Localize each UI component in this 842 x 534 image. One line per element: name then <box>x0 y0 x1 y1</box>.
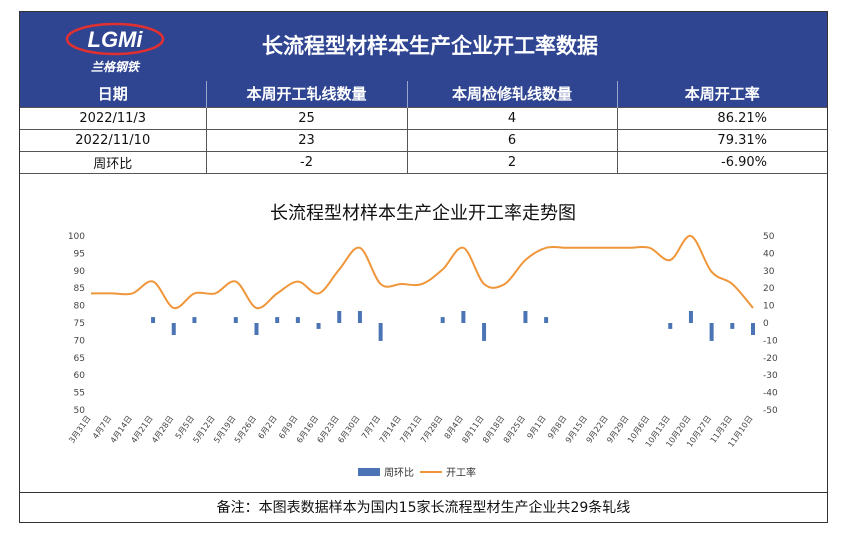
y-left-tick-label: 95 <box>74 249 85 259</box>
bar-mark <box>440 317 445 323</box>
report-frame: LGMi 兰格钢铁 长流程型材样本生产企业开工率数据 日期 本周开工轧线数量 本… <box>19 11 828 523</box>
y-right-tick-label: -50 <box>763 406 778 416</box>
bar-mark <box>461 310 466 323</box>
cell-maintenance-lines: 4 <box>406 106 618 130</box>
y-left-tick-label: 100 <box>68 232 85 242</box>
bar-mark <box>688 310 693 323</box>
bar-mark <box>151 317 156 323</box>
x-tick-label: 3月31日 <box>67 414 92 445</box>
col-header-date: 日期 <box>20 81 206 107</box>
cell-date: 2022/11/10 <box>20 128 207 152</box>
page-title: 长流程型材样本生产企业开工率数据 <box>262 34 598 58</box>
col-header-rate: 本周开工率 <box>616 81 827 107</box>
y-left-tick-label: 90 <box>74 267 86 277</box>
cell-open-lines: 25 <box>205 106 408 130</box>
bar-mark <box>171 323 176 336</box>
logo-subtext: 兰格钢铁 <box>91 60 141 74</box>
y-right-tick-label: 30 <box>763 267 775 277</box>
bar-mark <box>482 323 487 341</box>
y-right-tick-label: 0 <box>763 319 769 329</box>
data-table: 日期 本周开工轧线数量 本周检修轧线数量 本周开工率 2022/11/3 25 … <box>20 81 827 174</box>
cell-maintenance-lines: 2 <box>406 150 618 174</box>
bar-mark <box>378 323 383 341</box>
cell-open-lines: 23 <box>205 128 408 152</box>
chart-title: 长流程型材样本生产企业开工率走势图 <box>270 203 576 224</box>
bar-mark <box>337 310 342 323</box>
legend-label-bar: 周环比 <box>384 467 414 479</box>
bar-mark <box>709 323 714 341</box>
bar-series <box>151 310 755 341</box>
y-left-tick-label: 75 <box>74 319 85 329</box>
y-left-tick-label: 65 <box>74 354 85 364</box>
legend-label-line: 开工率 <box>446 466 476 479</box>
bar-mark <box>316 323 321 329</box>
y-left-tick-label: 60 <box>74 371 86 381</box>
y-axis-left: 50 55 60 65 70 75 80 85 90 95 100 <box>68 232 85 416</box>
bar-mark <box>295 317 300 323</box>
y-left-tick-label: 80 <box>74 302 86 312</box>
bar-mark <box>275 317 280 323</box>
table-row: 2022/11/3 25 4 86.21% <box>20 106 827 130</box>
x-tick-label: 6月2日 <box>256 414 278 441</box>
legend: 周环比 开工率 <box>358 466 476 479</box>
y-left-tick-label: 50 <box>74 406 86 416</box>
y-right-tick-label: 10 <box>763 302 775 312</box>
trend-chart: 长流程型材样本生产企业开工率走势图 50 55 60 65 70 75 80 85 90 95 10… <box>67 203 778 479</box>
x-tick-label: 9月1日 <box>525 414 547 441</box>
y-right-tick-label: 40 <box>763 249 775 259</box>
y-left-tick-label: 55 <box>74 389 85 399</box>
bar-mark <box>254 323 259 336</box>
cell-date: 2022/11/3 <box>20 106 207 130</box>
y-axis-right: -50 -40 -30 -20 -10 0 10 20 30 40 50 <box>763 232 778 416</box>
cell-open-lines: -2 <box>205 150 408 174</box>
bar-mark <box>523 310 528 323</box>
legend-swatch-bar <box>358 468 380 476</box>
lgmi-logo: LGMi 兰格钢铁 <box>65 22 165 74</box>
y-left-tick-label: 70 <box>74 336 86 346</box>
cell-rate: 79.31% <box>616 128 827 152</box>
table-row: 2022/11/10 23 6 79.31% <box>20 128 827 152</box>
bar-mark <box>192 317 197 323</box>
bar-mark <box>668 323 673 329</box>
cell-rate: -6.90% <box>616 150 827 174</box>
bar-mark <box>233 317 238 323</box>
bar-mark <box>357 310 362 323</box>
header-bar: LGMi 兰格钢铁 长流程型材样本生产企业开工率数据 <box>20 12 827 81</box>
y-right-tick-label: 50 <box>763 232 775 242</box>
footnote: 备注：本图表数据样本为国内15家长流程型材生产企业共29条轧线 <box>20 492 827 522</box>
bar-mark <box>544 317 549 323</box>
y-right-tick-label: -10 <box>763 336 778 346</box>
y-right-tick-label: -40 <box>763 389 778 399</box>
y-left-tick-label: 85 <box>74 284 85 294</box>
cell-rate: 86.21% <box>616 106 827 130</box>
col-header-maintenance-lines: 本周检修轧线数量 <box>406 81 617 107</box>
y-right-tick-label: 20 <box>763 284 775 294</box>
bar-mark <box>730 323 735 329</box>
cell-date: 周环比 <box>20 150 207 174</box>
y-right-tick-label: -30 <box>763 371 778 381</box>
x-axis: 3月31日4月7日4月14日4月21日4月28日5月5日5月12日5月19日5月… <box>67 414 754 449</box>
y-right-tick-label: -20 <box>763 354 778 364</box>
table-row: 周环比 -2 2 -6.90% <box>20 150 827 174</box>
logo-text: LGMi <box>88 27 144 52</box>
table-header-row: 日期 本周开工轧线数量 本周检修轧线数量 本周开工率 <box>20 81 827 107</box>
rate-line <box>90 235 754 310</box>
cell-maintenance-lines: 6 <box>406 128 618 152</box>
col-header-open-lines: 本周开工轧线数量 <box>205 81 407 107</box>
bar-mark <box>751 323 755 336</box>
